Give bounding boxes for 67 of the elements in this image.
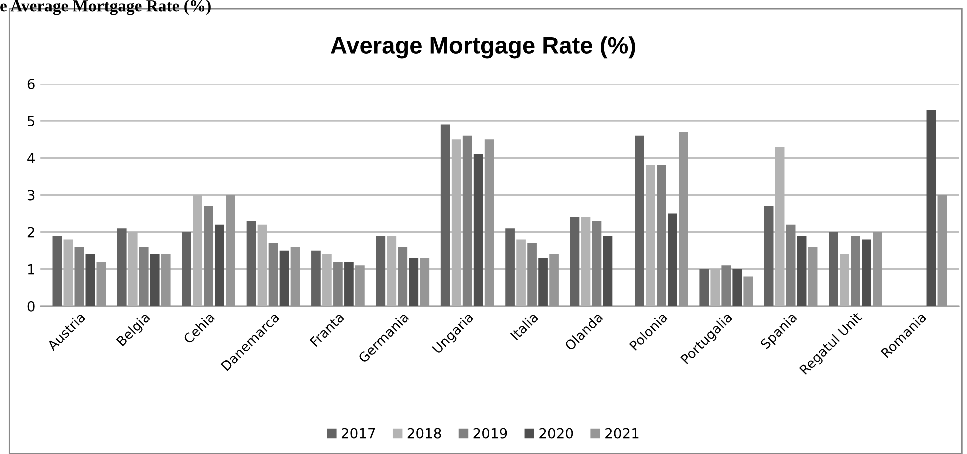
bar <box>398 247 408 306</box>
bar <box>710 269 720 306</box>
bar <box>764 206 774 306</box>
legend-label: 2018 <box>408 428 442 439</box>
bar <box>322 254 332 306</box>
bar <box>182 232 192 306</box>
bar <box>829 232 838 306</box>
bar <box>193 195 202 306</box>
y-tick-label: 3 <box>28 190 35 201</box>
bar <box>64 240 74 306</box>
bar <box>538 258 548 306</box>
bar <box>926 110 936 306</box>
bar <box>268 243 278 306</box>
bar <box>280 250 290 306</box>
bar <box>409 258 419 306</box>
bar <box>440 124 450 306</box>
bar <box>258 224 268 306</box>
bar <box>797 236 807 306</box>
bar <box>246 221 256 306</box>
y-tick-label: 1 <box>28 264 34 275</box>
bar <box>668 214 678 306</box>
y-tick-label: 5 <box>28 116 35 127</box>
bar <box>312 250 321 306</box>
bar <box>334 262 343 306</box>
y-tick-label: 2 <box>28 227 34 238</box>
bar <box>387 236 397 306</box>
bar <box>86 254 96 306</box>
legend-label: 2021 <box>606 428 639 439</box>
bar <box>462 136 472 306</box>
bar <box>786 224 796 306</box>
bar <box>700 269 710 306</box>
bar <box>139 247 149 306</box>
bar <box>452 140 462 306</box>
bar <box>840 254 850 306</box>
y-tick-label: 4 <box>28 153 35 164</box>
bar <box>528 243 537 306</box>
bar <box>516 240 526 306</box>
legend-label: 2020 <box>540 428 574 439</box>
bar <box>722 266 732 306</box>
bar <box>732 269 742 306</box>
bar <box>215 224 224 306</box>
bar <box>74 247 84 306</box>
bar <box>603 236 613 306</box>
bar <box>581 217 591 306</box>
y-tick-label: 6 <box>28 78 35 90</box>
bar <box>775 147 785 306</box>
bar <box>204 206 214 306</box>
bar <box>150 254 160 306</box>
bar <box>646 166 656 306</box>
legend-label: 2019 <box>474 428 508 439</box>
bar <box>344 262 354 306</box>
bar <box>862 240 872 306</box>
bar <box>117 228 127 306</box>
bar <box>851 236 860 306</box>
bar <box>506 228 515 306</box>
bar <box>128 232 138 306</box>
text: e Average Mortgage Rate (%) <box>0 0 211 16</box>
bar <box>474 154 484 306</box>
bar <box>376 236 386 306</box>
bar <box>635 136 644 306</box>
bar <box>570 217 580 306</box>
bar <box>657 166 666 306</box>
chart-title: Average Mortgage Rate (%) <box>331 36 636 59</box>
legend-label: 2017 <box>342 428 376 439</box>
bar <box>52 236 62 306</box>
y-tick-label: 0 <box>28 301 35 312</box>
bar <box>592 221 602 306</box>
